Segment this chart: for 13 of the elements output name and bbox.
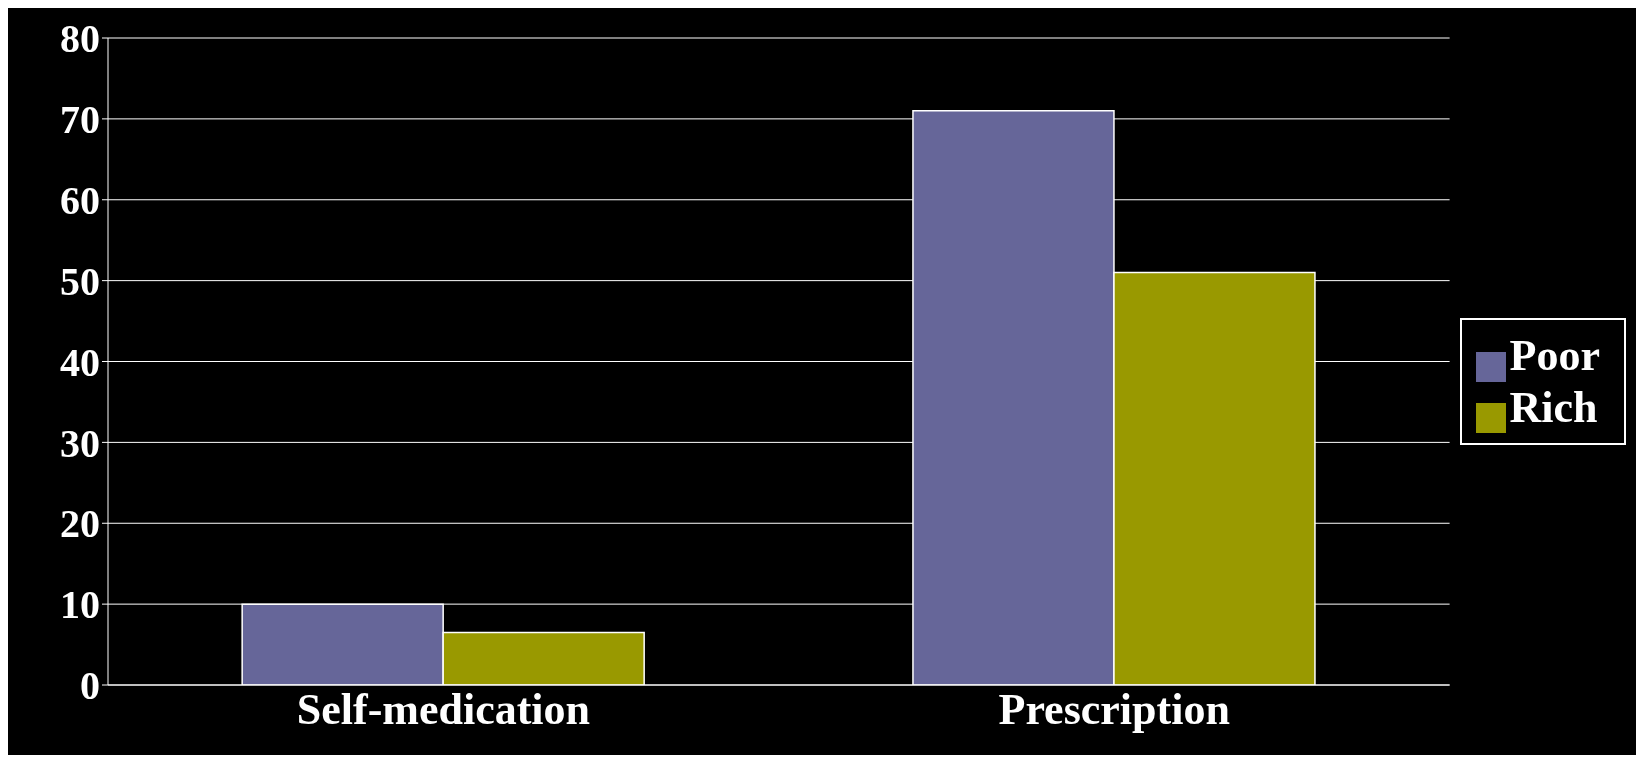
- y-tick-label: 80: [60, 16, 100, 62]
- x-tick-label: Self-medication: [296, 685, 591, 735]
- y-tick-label: 40: [60, 339, 100, 385]
- y-tick-label: 70: [60, 97, 100, 143]
- x-tick-label: Prescription: [998, 685, 1230, 735]
- legend-label: Poor: [1509, 331, 1600, 381]
- y-tick-label: 0: [80, 663, 100, 709]
- y-tick-label: 20: [60, 501, 100, 547]
- y-tick-label: 30: [60, 420, 100, 466]
- y-tick-label: 50: [60, 258, 100, 304]
- y-tick-label: 60: [60, 177, 100, 223]
- legend-label: Rich: [1509, 382, 1598, 432]
- y-tick-label: 10: [60, 582, 100, 628]
